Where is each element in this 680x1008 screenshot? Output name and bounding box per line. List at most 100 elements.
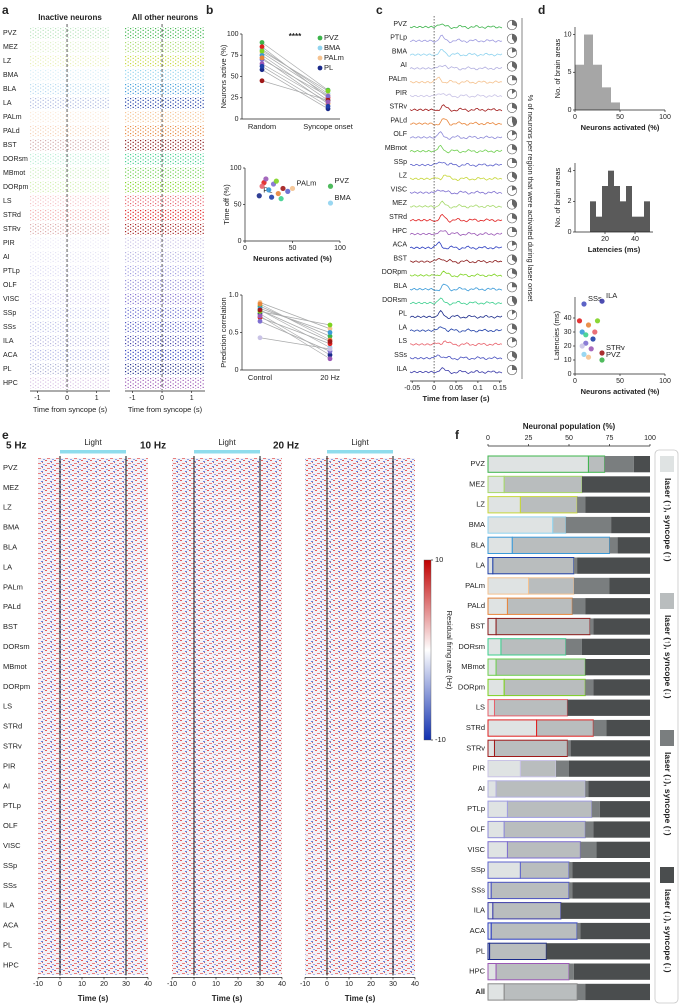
pie-wedge	[512, 351, 517, 360]
heatmap-row	[172, 856, 282, 876]
heatmap-row	[172, 915, 282, 935]
bar-segment	[528, 577, 575, 595]
heatmap-row	[38, 537, 148, 557]
heatmap-row	[305, 537, 415, 557]
point	[275, 190, 281, 197]
bar-segment	[506, 800, 593, 818]
trace	[409, 354, 503, 361]
bar-segment	[495, 963, 570, 981]
region-label: MBmot	[3, 170, 25, 177]
heatmap-row	[172, 497, 282, 518]
region-label: SSp	[3, 861, 17, 870]
region-label: BST	[3, 622, 18, 631]
raster-row	[125, 195, 205, 207]
point	[327, 326, 333, 332]
bar-segment	[487, 638, 502, 656]
pie-wedge	[512, 144, 517, 151]
point	[266, 187, 272, 193]
point	[599, 357, 605, 363]
pair-line	[259, 337, 331, 350]
trace	[409, 64, 503, 71]
pie-wedge	[512, 282, 517, 288]
bar-segment	[569, 862, 573, 879]
x-axis-label: Time from syncope (s)	[33, 405, 108, 414]
region-label: MEZ	[392, 200, 408, 207]
point	[257, 301, 263, 307]
bar-segment	[495, 780, 586, 798]
pie-wedge	[512, 227, 517, 232]
raster-row	[125, 83, 205, 95]
x-tick-label: 50	[616, 378, 624, 385]
point	[289, 185, 296, 192]
x-tick-label: 40	[144, 981, 152, 988]
x-tick-label: 100	[644, 435, 656, 442]
point-label: ILA	[606, 291, 617, 300]
region-label: DORsm	[3, 642, 30, 651]
y-tick-label: 0	[238, 238, 242, 245]
region-label: STRv	[3, 226, 21, 233]
raster-row	[30, 27, 110, 39]
region-label: ACA	[3, 352, 18, 359]
region-label: PIR	[3, 761, 16, 770]
bar-segment	[506, 597, 573, 615]
bar-segment	[585, 598, 650, 615]
pair-line	[261, 42, 329, 91]
point	[327, 330, 333, 335]
heatmap-row	[305, 796, 415, 816]
x-tick-label: -1	[129, 395, 135, 402]
region-label: SSp	[3, 310, 16, 317]
point	[327, 200, 334, 206]
x-tick-label: 0	[486, 435, 490, 442]
region-label: VISC	[467, 845, 485, 854]
bar-segment	[487, 739, 495, 758]
trace	[410, 118, 502, 126]
bar-segment	[487, 841, 508, 859]
pie-wedge	[512, 116, 517, 127]
x-tick-label: Control	[248, 373, 273, 382]
region-label: DORpm	[3, 184, 28, 191]
bar	[611, 102, 620, 110]
region-label: ACA	[3, 921, 18, 930]
bar-segment	[487, 983, 505, 1001]
point	[594, 318, 601, 324]
pie-wedge	[512, 20, 517, 27]
y-axis-label: No. of brain areas	[553, 38, 562, 98]
region-label: OLF	[3, 282, 17, 289]
panel-label: a	[2, 3, 9, 17]
raster-row	[125, 97, 205, 109]
bar-segment	[503, 820, 586, 839]
pair-line	[261, 46, 329, 99]
bar-segment	[556, 760, 569, 777]
region-label: AI	[3, 781, 10, 790]
legend-marker	[317, 65, 323, 71]
bar-segment	[588, 780, 650, 798]
region-label: MEZ	[3, 44, 19, 51]
bar-segment	[585, 780, 589, 798]
pie-wedge	[512, 75, 517, 81]
x-tick-label: 40	[411, 981, 419, 988]
region-label: PALd	[390, 117, 407, 124]
point	[263, 176, 269, 182]
pie-wedge	[512, 47, 517, 53]
pie-wedge	[512, 337, 517, 343]
bar-segment	[500, 638, 567, 656]
bar-segment	[585, 983, 650, 1001]
x-tick-label: 0.1	[473, 385, 483, 392]
bar	[590, 201, 596, 232]
y-tick-label: 100	[230, 165, 242, 172]
pie-wedge	[512, 254, 517, 263]
region-label: PVZ	[3, 30, 17, 37]
heatmap-row	[38, 696, 148, 717]
column-title: Inactive neurons	[38, 13, 102, 22]
x-tick-label: 20	[234, 981, 242, 988]
region-label: PL	[398, 311, 407, 318]
point	[585, 354, 592, 360]
pair-line	[259, 305, 331, 337]
x-tick-label: -10	[300, 981, 310, 988]
heatmap-row	[38, 477, 148, 498]
x-axis-label: Neurons activated (%)	[581, 387, 660, 396]
legend-marker	[317, 45, 323, 51]
pair-line	[261, 57, 329, 104]
region-label: AI	[400, 62, 407, 69]
y-tick-label: 50	[234, 201, 242, 208]
